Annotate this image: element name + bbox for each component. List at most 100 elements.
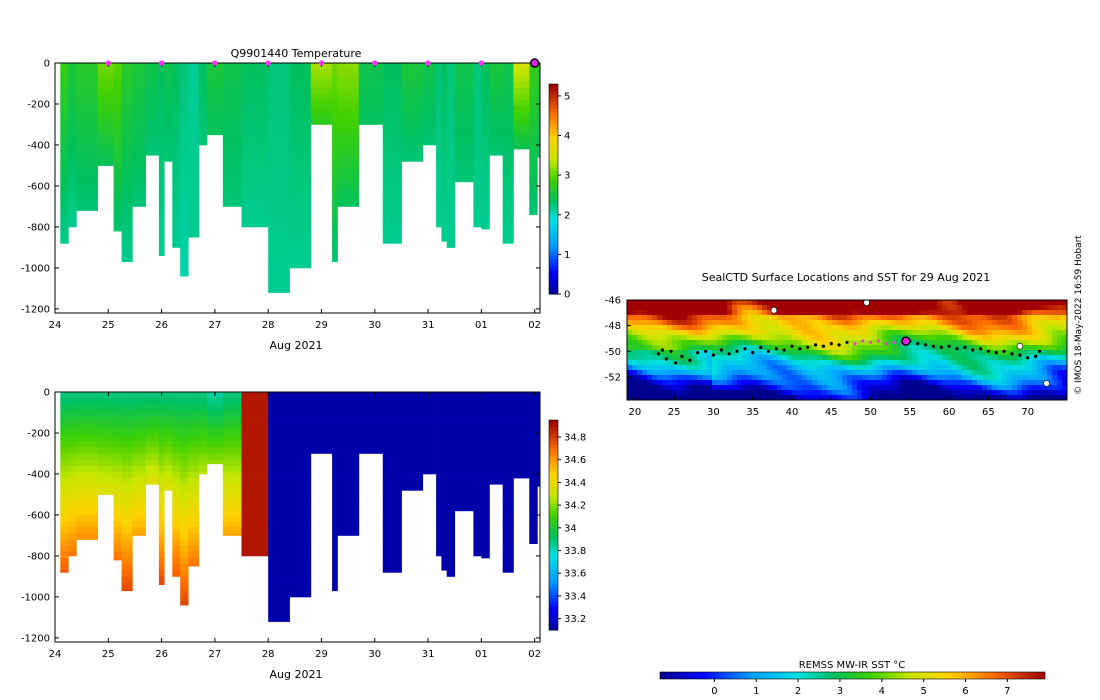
sst-cell [882, 310, 888, 316]
sst-cell [767, 375, 773, 381]
sst-cell [652, 385, 658, 391]
profile-cell [422, 106, 437, 113]
profile-cell [289, 149, 312, 156]
colorbar-tick-label: 33.8 [564, 546, 586, 557]
map-x-tick-label: 35 [746, 407, 759, 418]
profile-cell [158, 241, 165, 248]
colorbar-swatch [549, 185, 558, 190]
sst-cell [1037, 380, 1043, 386]
profile-cell [241, 521, 269, 528]
sst-cell [737, 380, 743, 386]
profile-cell [268, 253, 290, 261]
profile-cell [113, 81, 122, 88]
profile-cell [358, 441, 384, 448]
profile-cell [358, 422, 384, 430]
colorbar-swatch [549, 514, 558, 519]
sst-cell [807, 340, 813, 346]
profile-cell [446, 229, 456, 236]
colorbar-swatch [549, 224, 558, 228]
sst-cell [1032, 395, 1038, 400]
colorbar-swatch [549, 266, 558, 270]
profile-cell [97, 398, 114, 405]
sst-cell [1052, 365, 1058, 371]
sst-cell [772, 340, 778, 346]
profile-cell [198, 459, 208, 467]
profile-cell [332, 259, 338, 263]
sst-cell [672, 330, 678, 336]
sst-cell [682, 345, 688, 351]
profile-cell [132, 167, 146, 174]
profile-cell [121, 502, 133, 510]
sst-cell [1007, 300, 1013, 306]
sst-cell [747, 395, 753, 400]
profile-cell [188, 465, 200, 473]
profile-cell [206, 453, 224, 460]
profile-cell [60, 459, 69, 467]
profile-cell [188, 216, 200, 224]
sst-cell [1062, 320, 1067, 326]
x-tick-label: 29 [315, 320, 328, 331]
sst-cell [812, 330, 818, 336]
profile-cell [446, 453, 456, 460]
profile-cell [76, 465, 98, 473]
profile-cell [268, 259, 290, 267]
profile-cell [222, 149, 242, 156]
sst-colorbar-tick-label: 0 [711, 686, 717, 697]
sst-cell [847, 370, 853, 376]
profile-cell [289, 81, 312, 88]
profile-cell [180, 576, 189, 583]
sst-cell [1062, 350, 1067, 356]
profile-cell [337, 496, 360, 503]
profile-cell [446, 521, 456, 528]
profile-cell [76, 422, 98, 430]
sst-cell [682, 375, 688, 381]
profile-cell [172, 222, 181, 230]
sst-cell [922, 380, 928, 386]
sst-cell [817, 330, 823, 336]
profile-cell [188, 398, 200, 405]
profile-cell [332, 478, 338, 485]
profile-cell [76, 149, 98, 156]
sst-cell [752, 350, 758, 356]
profile-cell [76, 533, 98, 540]
profile-cell [529, 416, 538, 424]
sst-cell [987, 355, 993, 361]
profile-cell [206, 99, 224, 107]
sst-cell [782, 355, 788, 361]
profile-cell [481, 410, 490, 417]
profile-cell [241, 222, 269, 228]
profile-cell [473, 130, 482, 138]
sst-cell [637, 390, 643, 396]
sst-cell [977, 300, 983, 306]
sst-cell [897, 380, 903, 386]
profile-cell [222, 87, 242, 95]
profile-cell [241, 539, 269, 546]
profile-cell [172, 404, 181, 411]
sst-cell [687, 395, 693, 400]
sst-cell [1002, 310, 1008, 316]
sst-cell [1017, 385, 1023, 391]
sst-cell [702, 315, 708, 321]
profile-cell [310, 441, 333, 448]
profile-cell [132, 198, 146, 205]
profile-cell [60, 69, 69, 76]
sst-cell [982, 325, 988, 331]
profile-cell [132, 192, 146, 199]
profile-cell [76, 87, 98, 95]
profile-cell [481, 124, 490, 131]
sst-cell [887, 365, 893, 371]
profile-cell [180, 222, 189, 230]
sst-cell [1017, 340, 1023, 346]
sst-cell [807, 335, 813, 341]
sst-cell [792, 360, 798, 366]
profile-cell [132, 453, 146, 460]
profile-cell [222, 99, 242, 107]
sst-cell [727, 340, 733, 346]
profile-cell [158, 558, 165, 565]
track-point [1026, 356, 1030, 360]
sst-cell [797, 325, 803, 331]
profile-cell [401, 81, 424, 88]
profile-cell [172, 155, 181, 162]
profile-cell [241, 186, 269, 193]
sst-cell [772, 300, 778, 306]
